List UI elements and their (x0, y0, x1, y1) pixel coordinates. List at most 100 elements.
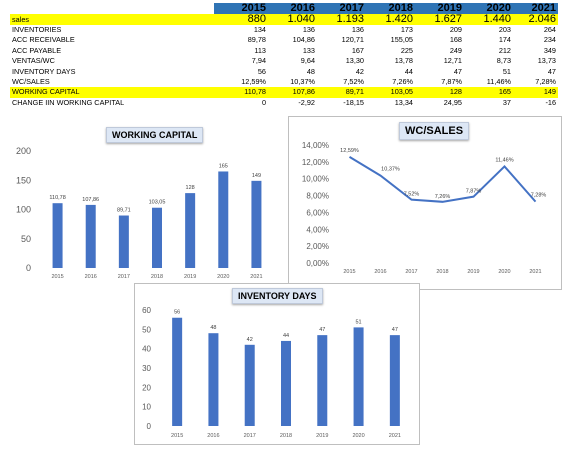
series-line (348, 156, 537, 203)
year-header-cell: 2021 (531, 2, 556, 14)
y-tick-label: 14,00% (302, 141, 329, 150)
table-cell: 1.420 (385, 13, 413, 25)
y-tick-label: 12,00% (302, 158, 329, 167)
x-tick-label: 2021 (389, 433, 401, 439)
x-tick-label: 2019 (316, 433, 328, 439)
row-label: ACC RECEIVABLE (12, 35, 75, 45)
table-cell: 249 (449, 45, 462, 55)
y-tick-label: 50 (21, 234, 31, 244)
x-tick-label: 2018 (280, 433, 292, 439)
data-label: 89,71 (117, 208, 131, 214)
x-tick-label: 2016 (85, 274, 97, 280)
bar (317, 335, 328, 426)
financial-table: 2015 2016 2017 2018 2019 2020 2021 sales 880 1.0… (10, 3, 558, 108)
y-tick-label: 20 (142, 383, 151, 392)
chart-title: WC/SALES (399, 122, 470, 140)
table-row: WC/SALES 12,59% 10,37% 7,52% 7,26% 7,87% 11,46… (10, 77, 558, 87)
table-cell: 2.046 (528, 13, 556, 25)
table-cell: -16 (545, 97, 556, 107)
data-label: 110,78 (49, 195, 65, 201)
data-label: 165 (219, 163, 228, 169)
x-tick-label: 2018 (436, 269, 448, 275)
table-cell: 134 (253, 25, 266, 34)
year-header-cell: 2017 (339, 2, 364, 14)
table-cell: 133 (302, 45, 315, 55)
table-cell: 168 (449, 35, 462, 45)
data-label: 7,87% (466, 189, 482, 195)
bar (251, 180, 262, 268)
y-tick-label: 10 (142, 403, 151, 412)
bar (118, 215, 129, 268)
data-label: 7,28% (531, 193, 547, 199)
table-cell: 149 (543, 87, 556, 97)
table-cell: 120,71 (341, 35, 364, 45)
table-cell: 56 (257, 66, 266, 76)
table-cell: 880 (247, 13, 266, 25)
table-row: CHANGE IIN WORKING CAPITAL 0 -2,92 -18,15 13… (10, 98, 558, 108)
row-label: WC/SALES (12, 76, 50, 86)
table-cell: 1.627 (434, 13, 462, 25)
table-cell: 0 (261, 97, 266, 107)
row-label: sales (12, 15, 30, 24)
data-label: 48 (210, 325, 216, 331)
y-tick-label: 100 (16, 205, 31, 215)
bar (52, 203, 63, 268)
table-row: INVENTORY DAYS 56 48 42 44 47 51 47 (10, 67, 558, 77)
row-label: CHANGE IIN WORKING CAPITAL (12, 97, 125, 107)
table-cell: 349 (543, 45, 556, 55)
y-tick-label: 60 (142, 306, 151, 315)
data-label: 51 (356, 319, 362, 325)
working-capital-svg: 0 50 100 150 200 2015 2016 2017 2018 2019 2020 2021… (16, 146, 263, 280)
row-label: ACC PAYABLE (12, 45, 62, 55)
x-tick-label: 2017 (244, 433, 256, 439)
year-header-cell: 2019 (437, 2, 462, 14)
y-tick-label: 40 (142, 345, 151, 354)
x-tick-label: 2020 (352, 433, 364, 439)
inventory-days-svg: 0 10 20 30 40 50 60 2015 2016 2017 2018 2019 2020 202… (142, 306, 401, 439)
x-tick-label: 2019 (467, 269, 479, 275)
table-cell: 7,28% (535, 76, 556, 86)
table-cell: 13,73 (537, 56, 556, 66)
data-label: 7,52% (404, 192, 420, 198)
table-cell: 44 (404, 66, 413, 76)
table-cell: 103,05 (390, 87, 413, 97)
table-cell: 11,46% (486, 76, 511, 86)
x-tick-label: 2017 (405, 269, 417, 275)
table-cell: 89,71 (345, 87, 364, 97)
x-tick-label: 2016 (207, 433, 219, 439)
bar (185, 193, 196, 268)
bar (281, 340, 291, 426)
working-capital-chart: WORKING CAPITAL 0 50 100 150 200 2015 2016 2017… (7, 118, 279, 288)
table-cell: 10,37% (290, 76, 315, 86)
y-tick-label: 2,00% (306, 242, 329, 251)
table-row: ACC RECEIVABLE 89,78 104,86 120,71 155,05 168… (10, 35, 558, 45)
x-tick-label: 2017 (118, 274, 130, 280)
data-label: 56 (174, 310, 180, 316)
table-cell: 89,78 (247, 35, 266, 45)
x-tick-label: 2015 (171, 433, 183, 439)
table-row: VENTAS/WC 7,94 9,64 13,30 13,78 12,71 8,73 13,7… (10, 56, 558, 66)
x-tick-label: 2016 (374, 269, 386, 275)
table-cell: 12,71 (443, 56, 462, 66)
table-cell: 7,87% (441, 76, 462, 86)
data-label: 11,46% (495, 157, 513, 163)
table-cell: 173 (400, 25, 413, 34)
y-tick-label: 150 (16, 175, 31, 185)
year-header-band (214, 3, 558, 14)
year-header-cell: 2020 (486, 2, 511, 14)
table-cell: 107,86 (292, 87, 315, 97)
table-row: WORKING CAPITAL 110,78 107,86 89,71 103,05 12… (10, 87, 558, 98)
bar (218, 171, 229, 268)
x-tick-label: 2021 (250, 274, 262, 280)
y-tick-label: 8,00% (306, 192, 329, 201)
y-tick-label: 6,00% (306, 208, 329, 217)
row-label: INVENTORIES (12, 25, 62, 34)
table-cell: 128 (449, 87, 462, 97)
table-cell: 1.440 (483, 13, 511, 25)
table-cell: 8,73 (496, 56, 511, 66)
table-cell: 110,78 (244, 87, 266, 97)
table-cell: 234 (543, 35, 556, 45)
table-cell: 12,59% (241, 76, 266, 86)
wc-sales-chart: WC/SALES 0,00% 2,00% 4,00% 6,00% 8,00% 10,00%… (288, 116, 562, 290)
table-cell: 264 (543, 25, 556, 34)
